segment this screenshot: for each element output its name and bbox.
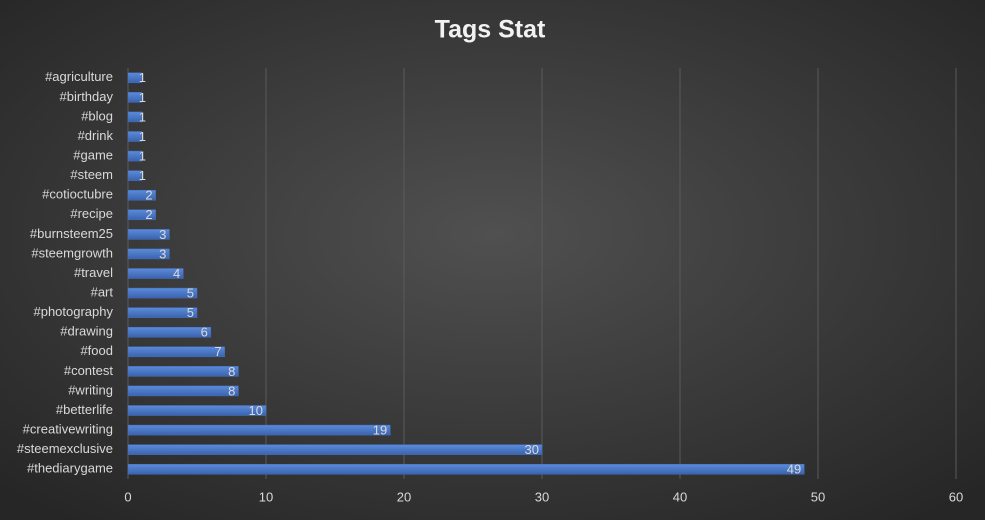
data-label: 3 (159, 246, 166, 261)
x-tick-label: 20 (397, 489, 411, 504)
bar (127, 92, 143, 103)
y-tick-label: #agriculture (45, 69, 113, 84)
y-tick-label: #birthday (60, 89, 114, 104)
x-tick-label: 50 (811, 489, 825, 504)
data-label: 1 (139, 168, 146, 183)
bar (127, 72, 143, 84)
data-label: 49 (787, 462, 801, 477)
data-label: 6 (201, 325, 208, 340)
data-label: 8 (228, 364, 235, 379)
data-label: 1 (139, 70, 146, 85)
data-label: 3 (159, 227, 166, 242)
bar (127, 307, 198, 318)
y-tick-label: #thediarygame (27, 461, 113, 476)
y-tick-label: #cotioctubre (42, 187, 113, 202)
y-tick-label: #betterlife (56, 402, 113, 417)
bar (127, 287, 198, 299)
data-label: 1 (139, 90, 146, 105)
y-tick-label: #travel (74, 265, 113, 280)
y-tick-label: #contest (64, 363, 114, 378)
chart-title: Tags Stat (435, 16, 546, 44)
data-label: 5 (187, 286, 194, 301)
data-label: 1 (139, 109, 146, 124)
data-label: 1 (139, 129, 146, 144)
bar (127, 326, 212, 338)
x-tick-label: 40 (673, 489, 687, 504)
bar (127, 248, 170, 260)
y-tick-label: #writing (68, 382, 113, 397)
y-tick-label: #food (80, 343, 113, 358)
data-label: 2 (145, 188, 152, 203)
y-tick-label: #photography (33, 304, 113, 319)
data-label: 8 (228, 383, 235, 398)
x-tick-label: 10 (259, 489, 273, 504)
y-tick-label: #steemgrowth (31, 245, 113, 260)
data-label: 7 (214, 344, 221, 359)
bar (127, 209, 156, 221)
y-tick-label: #steemexclusive (17, 441, 113, 456)
data-label: 1 (139, 149, 146, 164)
bar (127, 111, 143, 123)
bar (127, 268, 184, 279)
data-label: 5 (187, 305, 194, 320)
bar (127, 444, 543, 455)
x-tick-label: 30 (535, 489, 549, 504)
y-tick-label: #burnsteem25 (30, 226, 113, 241)
data-label: 10 (249, 403, 263, 418)
y-tick-label: #art (91, 285, 114, 300)
bar (127, 463, 805, 475)
data-label: 2 (145, 207, 152, 222)
y-tick-label: #drawing (60, 324, 113, 339)
bar (127, 131, 143, 142)
x-tick-label: 60 (949, 489, 963, 504)
bar (127, 189, 156, 201)
data-label: 4 (173, 266, 180, 281)
bar (127, 346, 225, 358)
bar (127, 385, 239, 397)
y-tick-label: #recipe (70, 206, 113, 221)
data-label: 30 (525, 442, 539, 457)
bar (127, 405, 267, 416)
bar (127, 424, 391, 436)
y-tick-label: #blog (81, 108, 113, 123)
y-tick-label: #creativewriting (23, 422, 113, 437)
x-tick-label: 0 (124, 489, 131, 504)
y-tick-label: #game (73, 148, 113, 163)
bar (127, 366, 239, 377)
bar (127, 170, 143, 181)
y-tick-label: #drink (78, 128, 114, 143)
bar (127, 150, 143, 162)
bar (127, 229, 170, 240)
data-label: 19 (373, 423, 387, 438)
y-tick-label: #steem (70, 167, 113, 182)
